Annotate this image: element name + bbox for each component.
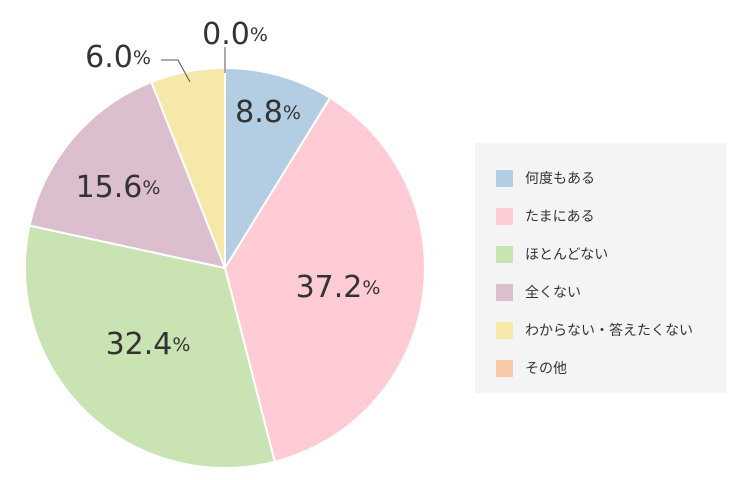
legend-swatch-6 [496, 359, 513, 377]
legend-item-4: 全くない [475, 273, 726, 311]
slice-value-label-4: 15.6% [76, 170, 161, 205]
slice-value-label-5: 6.0% [85, 40, 151, 75]
legend-swatch-5 [496, 321, 513, 339]
leader-line-5 [161, 59, 191, 83]
slice-value-label-1: 8.8% [235, 95, 301, 130]
legend-label-5: わからない・答えたくない [525, 323, 693, 339]
leader-lines [161, 47, 226, 83]
pie-slice-4 [28, 80, 227, 270]
pie-slice-2 [223, 96, 426, 463]
legend-swatch-4 [496, 283, 513, 301]
legend-swatch-3 [496, 245, 513, 263]
slice-value-label-3: 32.4% [106, 327, 191, 362]
slice-value-label-2: 37.2% [296, 270, 381, 305]
legend-item-1: 何度もある [475, 159, 726, 197]
legend-item-5: わからない・答えたくない [475, 311, 726, 349]
legend-label-4: 全くない [525, 285, 581, 301]
legend-label-2: たまにある [525, 209, 595, 225]
legend-swatch-2 [496, 207, 513, 225]
legend-label-6: その他 [525, 361, 567, 377]
legend-swatch-1 [496, 169, 513, 187]
chart-legend: 何度もあるたまにあるほとんどない 全くないわからない・答えたくない その他 [475, 143, 726, 393]
legend-item-3: ほとんどない [475, 235, 726, 273]
legend-label-3: ほとんどない [525, 247, 609, 263]
pie-slice-1 [224, 66, 332, 272]
legend-label-1: 何度もある [525, 171, 595, 187]
pie-slices [24, 66, 426, 469]
slice-labels: 8.8% 37.2% 32.4% 15.6% 6.0% 0.0% [76, 17, 381, 362]
slice-value-label-6: 0.0% [202, 17, 268, 52]
legend-item-6: その他 [475, 349, 726, 387]
pie-slice-3 [24, 224, 276, 469]
legend-item-2: たまにある [475, 197, 726, 235]
